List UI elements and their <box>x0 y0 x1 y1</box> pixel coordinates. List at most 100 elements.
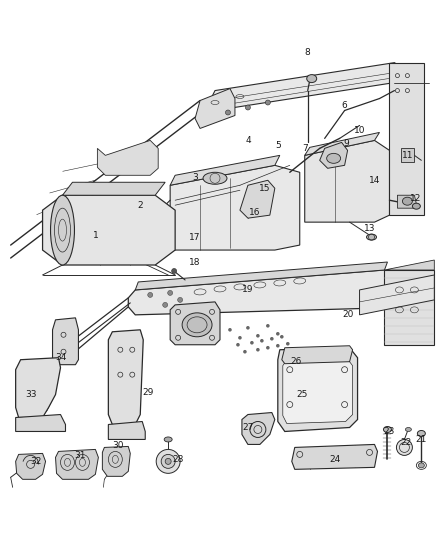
Polygon shape <box>53 318 78 365</box>
Circle shape <box>84 219 87 222</box>
Polygon shape <box>63 182 165 195</box>
Polygon shape <box>108 422 145 439</box>
Text: 14: 14 <box>369 176 380 185</box>
Text: 2: 2 <box>138 201 143 209</box>
Polygon shape <box>128 270 392 315</box>
Polygon shape <box>195 88 235 128</box>
Circle shape <box>168 290 173 295</box>
Circle shape <box>280 335 283 338</box>
Polygon shape <box>385 260 434 270</box>
Polygon shape <box>283 358 353 424</box>
Ellipse shape <box>418 463 424 468</box>
Polygon shape <box>397 195 417 208</box>
Polygon shape <box>170 155 280 185</box>
Polygon shape <box>170 302 220 345</box>
Polygon shape <box>170 165 300 250</box>
Circle shape <box>156 449 180 473</box>
Polygon shape <box>16 358 60 417</box>
Circle shape <box>148 293 153 297</box>
Text: 29: 29 <box>142 388 154 397</box>
Text: 24: 24 <box>329 455 340 464</box>
Circle shape <box>74 209 77 212</box>
Circle shape <box>246 326 250 329</box>
Circle shape <box>165 458 171 464</box>
Polygon shape <box>320 142 348 168</box>
Text: 11: 11 <box>402 151 413 160</box>
Circle shape <box>161 455 175 469</box>
Circle shape <box>396 439 413 455</box>
Text: 6: 6 <box>342 101 347 110</box>
Polygon shape <box>97 140 158 175</box>
Polygon shape <box>242 413 275 445</box>
Text: 27: 27 <box>242 423 254 432</box>
Text: 7: 7 <box>302 144 307 153</box>
Text: 21: 21 <box>416 435 427 444</box>
Circle shape <box>270 337 274 341</box>
Circle shape <box>266 346 270 350</box>
Circle shape <box>243 350 247 353</box>
Polygon shape <box>278 348 357 432</box>
Text: 17: 17 <box>189 232 201 241</box>
Polygon shape <box>42 195 175 265</box>
Text: 16: 16 <box>249 208 261 217</box>
Text: 28: 28 <box>173 455 184 464</box>
Ellipse shape <box>307 75 317 83</box>
Circle shape <box>260 339 264 343</box>
Text: 10: 10 <box>354 126 365 135</box>
Text: 9: 9 <box>344 139 350 148</box>
Text: 30: 30 <box>113 441 124 450</box>
Text: 19: 19 <box>242 286 254 294</box>
Polygon shape <box>16 415 66 432</box>
Text: 23: 23 <box>384 427 395 436</box>
Ellipse shape <box>413 203 420 209</box>
Circle shape <box>256 334 260 337</box>
Polygon shape <box>240 180 275 218</box>
Circle shape <box>266 324 270 328</box>
Circle shape <box>172 269 177 273</box>
Ellipse shape <box>203 172 227 184</box>
Polygon shape <box>389 63 424 215</box>
Circle shape <box>178 297 183 302</box>
Polygon shape <box>282 346 353 364</box>
Polygon shape <box>210 63 410 110</box>
Text: 1: 1 <box>92 231 98 240</box>
Ellipse shape <box>403 197 413 205</box>
Ellipse shape <box>164 437 172 442</box>
Circle shape <box>49 219 52 222</box>
Polygon shape <box>305 132 379 155</box>
Circle shape <box>256 348 260 352</box>
Circle shape <box>265 100 270 105</box>
Ellipse shape <box>50 195 74 265</box>
Circle shape <box>276 332 279 336</box>
Polygon shape <box>16 454 46 479</box>
Polygon shape <box>102 447 130 477</box>
Text: 8: 8 <box>305 48 311 57</box>
Circle shape <box>250 341 254 344</box>
Text: 18: 18 <box>189 257 201 266</box>
Text: 20: 20 <box>342 310 353 319</box>
Ellipse shape <box>182 313 212 337</box>
Text: 33: 33 <box>25 390 36 399</box>
Polygon shape <box>292 445 378 470</box>
Polygon shape <box>56 449 99 479</box>
Text: 32: 32 <box>30 457 41 466</box>
Text: 4: 4 <box>245 136 251 145</box>
Polygon shape <box>108 330 143 424</box>
Text: 22: 22 <box>401 438 412 447</box>
Text: 13: 13 <box>364 224 375 232</box>
Polygon shape <box>401 148 414 163</box>
Ellipse shape <box>327 154 341 163</box>
Ellipse shape <box>406 427 411 432</box>
Text: 5: 5 <box>275 141 281 150</box>
Ellipse shape <box>384 426 392 432</box>
Polygon shape <box>135 262 388 290</box>
Circle shape <box>228 328 232 332</box>
Text: 31: 31 <box>75 451 86 460</box>
Circle shape <box>236 343 240 346</box>
Ellipse shape <box>367 234 377 240</box>
Circle shape <box>286 342 290 345</box>
Circle shape <box>226 110 230 115</box>
Text: 12: 12 <box>410 193 421 203</box>
Text: 25: 25 <box>296 390 307 399</box>
Circle shape <box>59 229 62 232</box>
